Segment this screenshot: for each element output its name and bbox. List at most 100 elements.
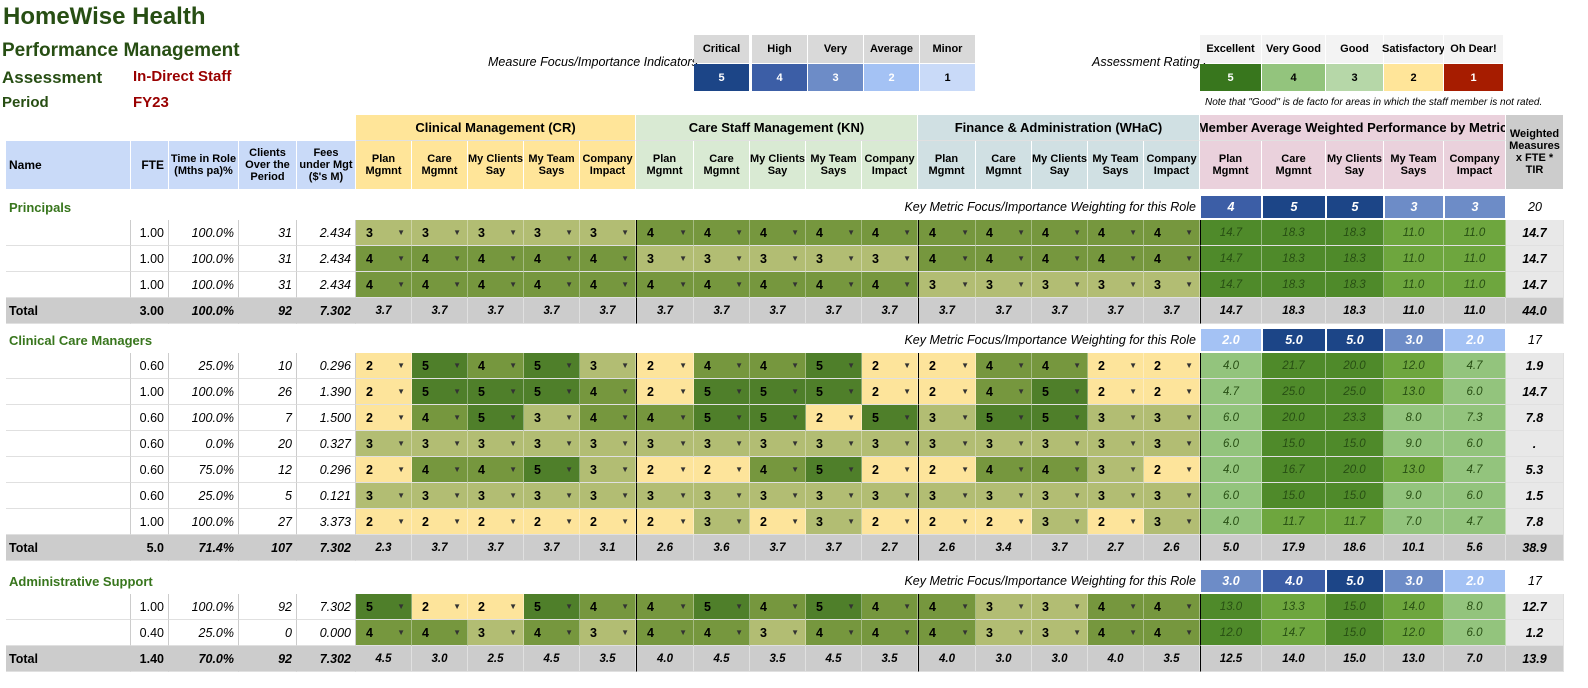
rating-dropdown[interactable]: 3 ▼ xyxy=(1032,594,1088,620)
rating-dropdown[interactable]: 2 ▼ xyxy=(862,353,918,379)
rating-dropdown[interactable]: 2 ▼ xyxy=(862,457,918,483)
rating-dropdown[interactable]: 3 ▼ xyxy=(356,220,412,246)
rating-dropdown[interactable]: 3 ▼ xyxy=(1032,620,1088,646)
dropdown-caret-icon[interactable]: ▼ xyxy=(509,465,517,474)
rating-dropdown[interactable]: 2 ▼ xyxy=(918,457,976,483)
rating-dropdown[interactable]: 4 ▼ xyxy=(524,620,580,646)
rating-dropdown[interactable]: 2 ▼ xyxy=(356,379,412,405)
dropdown-caret-icon[interactable]: ▼ xyxy=(1017,254,1025,263)
rating-dropdown[interactable]: 4 ▼ xyxy=(636,620,694,646)
dropdown-caret-icon[interactable]: ▼ xyxy=(735,387,743,396)
dropdown-caret-icon[interactable]: ▼ xyxy=(1185,387,1193,396)
weight-value[interactable]: 3 xyxy=(1444,195,1506,219)
rating-dropdown[interactable]: 3 ▼ xyxy=(580,457,636,483)
dropdown-caret-icon[interactable]: ▼ xyxy=(621,361,629,370)
rating-dropdown[interactable]: 3 ▼ xyxy=(1088,483,1144,509)
dropdown-caret-icon[interactable]: ▼ xyxy=(791,465,799,474)
rating-dropdown[interactable]: 2 ▼ xyxy=(412,509,468,535)
rating-dropdown[interactable]: 4 ▼ xyxy=(468,246,524,272)
weight-value[interactable]: 5 xyxy=(1262,195,1326,219)
dropdown-caret-icon[interactable]: ▼ xyxy=(903,413,911,422)
dropdown-caret-icon[interactable]: ▼ xyxy=(961,628,969,637)
staff-row-tir[interactable]: 0.0% xyxy=(169,431,239,457)
rating-dropdown[interactable]: 3 ▼ xyxy=(1088,457,1144,483)
dropdown-caret-icon[interactable]: ▼ xyxy=(565,465,573,474)
rating-dropdown[interactable]: 3 ▼ xyxy=(1144,405,1200,431)
dropdown-caret-icon[interactable]: ▼ xyxy=(1185,439,1193,448)
dropdown-caret-icon[interactable]: ▼ xyxy=(791,602,799,611)
dropdown-caret-icon[interactable]: ▼ xyxy=(1129,280,1137,289)
rating-dropdown[interactable]: 3 ▼ xyxy=(1032,431,1088,457)
rating-dropdown[interactable]: 4 ▼ xyxy=(694,272,750,298)
dropdown-caret-icon[interactable]: ▼ xyxy=(509,413,517,422)
rating-dropdown[interactable]: 4 ▼ xyxy=(1088,246,1144,272)
dropdown-caret-icon[interactable]: ▼ xyxy=(679,517,687,526)
staff-row-fees[interactable]: 1.390 xyxy=(297,379,356,405)
dropdown-caret-icon[interactable]: ▼ xyxy=(735,602,743,611)
rating-dropdown[interactable]: 3 ▼ xyxy=(468,620,524,646)
dropdown-caret-icon[interactable]: ▼ xyxy=(791,254,799,263)
dropdown-caret-icon[interactable]: ▼ xyxy=(1185,280,1193,289)
staff-row-fte[interactable]: 0.60 xyxy=(131,483,169,509)
rating-dropdown[interactable]: 3 ▼ xyxy=(976,272,1032,298)
staff-name-cell[interactable] xyxy=(6,457,131,483)
rating-dropdown[interactable]: 3 ▼ xyxy=(468,431,524,457)
rating-dropdown[interactable]: 5 ▼ xyxy=(412,353,468,379)
rating-dropdown[interactable]: 4 ▼ xyxy=(750,220,806,246)
rating-dropdown[interactable]: 4 ▼ xyxy=(806,272,862,298)
rating-dropdown[interactable]: 4 ▼ xyxy=(976,379,1032,405)
rating-dropdown[interactable]: 5 ▼ xyxy=(806,594,862,620)
rating-dropdown[interactable]: 2 ▼ xyxy=(976,509,1032,535)
dropdown-caret-icon[interactable]: ▼ xyxy=(565,491,573,500)
dropdown-caret-icon[interactable]: ▼ xyxy=(453,413,461,422)
rating-dropdown[interactable]: 4 ▼ xyxy=(468,353,524,379)
staff-row-clients[interactable]: 92 xyxy=(239,594,297,620)
staff-row-fees[interactable]: 0.121 xyxy=(297,483,356,509)
staff-row-fees[interactable]: 7.302 xyxy=(297,594,356,620)
rating-dropdown[interactable]: 5 ▼ xyxy=(1032,379,1088,405)
dropdown-caret-icon[interactable]: ▼ xyxy=(1185,361,1193,370)
rating-dropdown[interactable]: 3 ▼ xyxy=(806,431,862,457)
staff-row-tir[interactable]: 25.0% xyxy=(169,483,239,509)
staff-row-tir[interactable]: 100.0% xyxy=(169,379,239,405)
dropdown-caret-icon[interactable]: ▼ xyxy=(1129,602,1137,611)
rating-dropdown[interactable]: 4 ▼ xyxy=(750,272,806,298)
staff-row-fees[interactable]: 1.500 xyxy=(297,405,356,431)
dropdown-caret-icon[interactable]: ▼ xyxy=(1129,517,1137,526)
dropdown-caret-icon[interactable]: ▼ xyxy=(961,413,969,422)
rating-dropdown[interactable]: 2 ▼ xyxy=(580,509,636,535)
staff-row-tir[interactable]: 100.0% xyxy=(169,272,239,298)
rating-dropdown[interactable]: 2 ▼ xyxy=(1144,353,1200,379)
rating-dropdown[interactable]: 2 ▼ xyxy=(636,509,694,535)
rating-dropdown[interactable]: 3 ▼ xyxy=(918,483,976,509)
rating-dropdown[interactable]: 3 ▼ xyxy=(806,509,862,535)
staff-name-cell[interactable] xyxy=(6,483,131,509)
dropdown-caret-icon[interactable]: ▼ xyxy=(1017,465,1025,474)
dropdown-caret-icon[interactable]: ▼ xyxy=(509,602,517,611)
dropdown-caret-icon[interactable]: ▼ xyxy=(621,465,629,474)
dropdown-caret-icon[interactable]: ▼ xyxy=(453,254,461,263)
dropdown-caret-icon[interactable]: ▼ xyxy=(679,602,687,611)
rating-dropdown[interactable]: 4 ▼ xyxy=(694,620,750,646)
rating-dropdown[interactable]: 5 ▼ xyxy=(806,379,862,405)
dropdown-caret-icon[interactable]: ▼ xyxy=(453,228,461,237)
dropdown-caret-icon[interactable]: ▼ xyxy=(847,254,855,263)
dropdown-caret-icon[interactable]: ▼ xyxy=(397,254,405,263)
staff-row-fte[interactable]: 1.00 xyxy=(131,246,169,272)
dropdown-caret-icon[interactable]: ▼ xyxy=(565,254,573,263)
dropdown-caret-icon[interactable]: ▼ xyxy=(735,361,743,370)
rating-dropdown[interactable]: 4 ▼ xyxy=(412,457,468,483)
rating-dropdown[interactable]: 2 ▼ xyxy=(356,509,412,535)
staff-row-tir[interactable]: 100.0% xyxy=(169,405,239,431)
dropdown-caret-icon[interactable]: ▼ xyxy=(621,228,629,237)
weight-value[interactable]: 4.0 xyxy=(1262,569,1326,593)
dropdown-caret-icon[interactable]: ▼ xyxy=(453,361,461,370)
rating-dropdown[interactable]: 2 ▼ xyxy=(356,353,412,379)
weight-value[interactable]: 2.0 xyxy=(1444,328,1506,352)
rating-dropdown[interactable]: 2 ▼ xyxy=(862,509,918,535)
rating-dropdown[interactable]: 4 ▼ xyxy=(356,272,412,298)
dropdown-caret-icon[interactable]: ▼ xyxy=(1073,413,1081,422)
dropdown-caret-icon[interactable]: ▼ xyxy=(1017,517,1025,526)
dropdown-caret-icon[interactable]: ▼ xyxy=(397,280,405,289)
dropdown-caret-icon[interactable]: ▼ xyxy=(903,228,911,237)
